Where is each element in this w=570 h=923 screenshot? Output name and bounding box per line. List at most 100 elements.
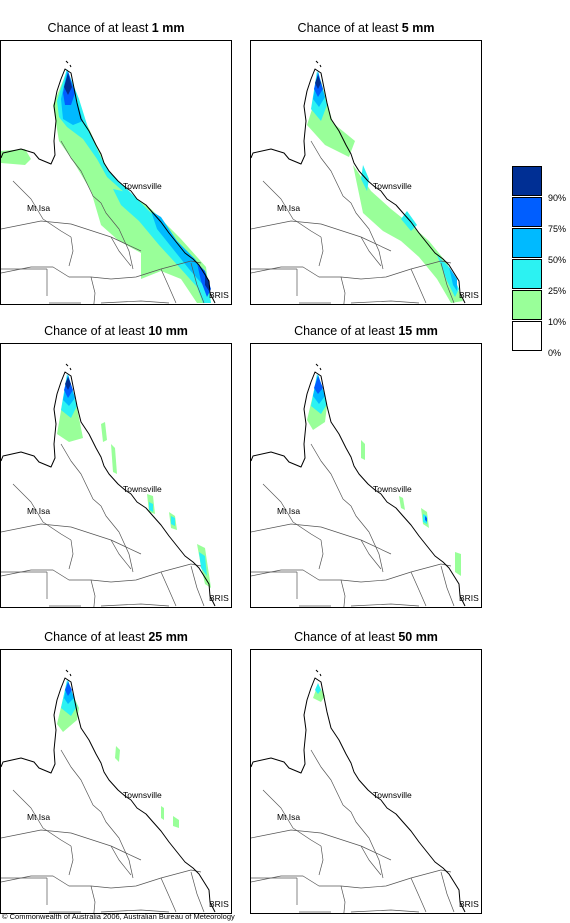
legend-swatch-50 <box>512 228 542 258</box>
district-boundary <box>251 220 392 252</box>
map-frame: Townsville Mt Isa BRIS <box>250 649 482 914</box>
district-boundary <box>251 523 392 555</box>
townsville-label: Townsville <box>123 790 162 800</box>
map-frame: Townsville Mt Isa BRIS <box>0 343 232 608</box>
district-boundary <box>251 268 298 296</box>
panel-title: Chance of at least 15 mm <box>294 324 438 338</box>
coastline <box>251 677 466 913</box>
rainfall-probability-area <box>161 806 164 820</box>
district-boundary <box>410 571 427 607</box>
coastline <box>251 68 466 304</box>
mt-isa-label: Mt Isa <box>27 506 51 516</box>
district-boundary <box>340 579 346 607</box>
district-boundary <box>262 180 322 238</box>
townsville-label: Townsville <box>373 181 412 191</box>
rainfall-probability-area <box>101 422 107 442</box>
rainfall-probability-area <box>151 211 205 285</box>
rainfall-probability-area <box>315 683 321 694</box>
district-boundary <box>1 220 142 252</box>
legend-label-10: 10% <box>548 317 567 327</box>
district-boundary <box>190 262 205 304</box>
panel-title: Chance of at least 50 mm <box>294 630 438 644</box>
bris-label: BRIS <box>459 593 479 603</box>
district-boundary <box>110 539 132 570</box>
townsville-label: Townsville <box>373 484 412 494</box>
island-outline <box>65 669 72 677</box>
district-boundary <box>318 236 324 267</box>
mt-isa-label: Mt Isa <box>277 812 301 822</box>
island-outline <box>315 363 322 371</box>
district-boundary <box>68 236 74 267</box>
district-boundary <box>60 443 134 573</box>
district-boundary <box>299 909 420 913</box>
district-boundary <box>360 539 382 570</box>
rainfall-probability-area <box>64 73 72 95</box>
district-boundary <box>251 260 452 280</box>
coastline <box>251 371 466 607</box>
panel-title: Chance of at least 1 mm <box>47 21 185 35</box>
map-frame: Townsville Mt Isa BRIS <box>250 343 482 608</box>
island-outline <box>315 669 322 677</box>
rainfall-probability-area <box>361 440 365 460</box>
map-frame: Townsville Mt Isa BRIS <box>0 40 232 305</box>
rainfall-probability-area <box>425 516 427 522</box>
district-boundary <box>90 885 96 913</box>
panel-title: Chance of at least 25 mm <box>44 630 188 644</box>
district-boundary <box>1 877 48 905</box>
map-frame: Townsville Mt Isa BRIS <box>250 40 482 305</box>
bris-label: BRIS <box>459 290 479 300</box>
legend-swatch-75 <box>512 197 542 227</box>
district-boundary <box>49 300 170 304</box>
district-boundary <box>360 236 382 267</box>
district-boundary <box>110 236 132 267</box>
copyright-notice: © Commonwealth of Australia 2006, Austra… <box>2 912 235 921</box>
legend-label-75: 75% <box>548 224 567 234</box>
queensland-map <box>1 363 216 607</box>
panel-title: Chance of at least 5 mm <box>297 21 435 35</box>
rainfall-probability-area <box>65 682 72 696</box>
mt-isa-label: Mt Isa <box>27 812 51 822</box>
island-outline <box>65 60 72 68</box>
district-boundary <box>1 869 202 889</box>
district-boundary <box>160 268 177 304</box>
district-boundary <box>68 845 74 876</box>
rainfall-probability-area <box>449 267 457 291</box>
district-boundary <box>410 877 427 913</box>
district-boundary <box>190 565 205 607</box>
rainfall-probability-area <box>313 684 325 702</box>
district-boundary <box>340 885 346 913</box>
legend-swatch-10 <box>512 290 542 320</box>
queensland-map <box>251 60 466 304</box>
rainfall-probability-area <box>314 376 323 394</box>
district-boundary <box>1 829 142 861</box>
legend-swatch-25 <box>512 259 542 289</box>
bris-label: BRIS <box>459 899 479 909</box>
townsville-label: Townsville <box>123 484 162 494</box>
district-boundary <box>68 539 74 570</box>
district-boundary <box>360 845 382 876</box>
rainfall-probability-area <box>353 165 463 303</box>
mt-isa-label: Mt Isa <box>277 203 301 213</box>
district-boundary <box>190 871 205 913</box>
district-boundary <box>251 571 298 599</box>
district-boundary <box>160 571 177 607</box>
district-boundary <box>12 483 72 541</box>
district-boundary <box>1 268 48 296</box>
rainfall-probability-area <box>199 552 207 576</box>
district-boundary <box>251 869 452 889</box>
district-boundary <box>1 523 142 555</box>
bris-label: BRIS <box>209 899 229 909</box>
queensland-map <box>251 363 466 607</box>
district-boundary <box>440 262 455 304</box>
coastline <box>1 68 216 304</box>
district-boundary <box>318 539 324 570</box>
rainfall-probability-area <box>65 377 71 390</box>
district-boundary <box>440 565 455 607</box>
legend-label-25: 25% <box>548 286 567 296</box>
district-boundary <box>251 829 392 861</box>
legend-label-0: 0% <box>548 348 562 358</box>
district-boundary <box>440 871 455 913</box>
island-outline <box>65 363 72 371</box>
rainfall-probability-area <box>115 746 120 762</box>
district-boundary <box>1 260 202 280</box>
